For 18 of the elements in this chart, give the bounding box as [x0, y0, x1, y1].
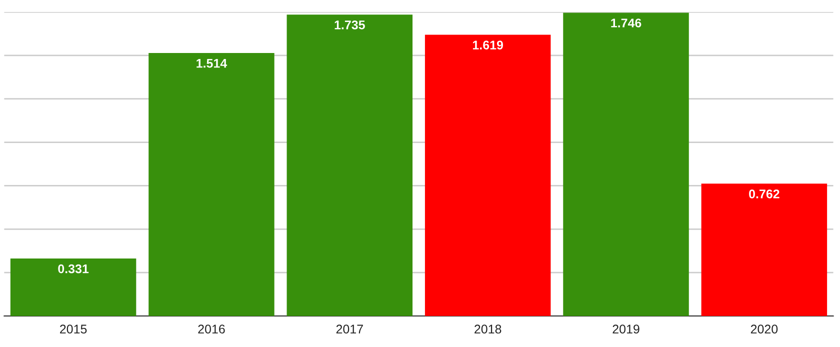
- bar: [424, 34, 551, 316]
- bar: [286, 14, 413, 316]
- x-tick-label: 2019: [612, 324, 640, 334]
- data-label: 1.514: [196, 59, 228, 68]
- data-label: 1.619: [472, 40, 504, 50]
- x-tick-label: 2018: [474, 324, 502, 334]
- x-tick-label: 2015: [60, 324, 87, 334]
- bar: [701, 184, 828, 316]
- bar: [148, 52, 274, 316]
- data-label: 1.746: [611, 18, 642, 28]
- data-label: 0.331: [58, 264, 89, 274]
- data-label: 1.735: [334, 20, 365, 30]
- data-label: 0.762: [749, 190, 780, 198]
- bar: [10, 258, 136, 316]
- x-tick-label: 2017: [336, 324, 363, 334]
- x-tick-label: 2016: [198, 324, 225, 334]
- bar: [563, 12, 689, 316]
- x-tick-label: 2020: [750, 324, 778, 334]
